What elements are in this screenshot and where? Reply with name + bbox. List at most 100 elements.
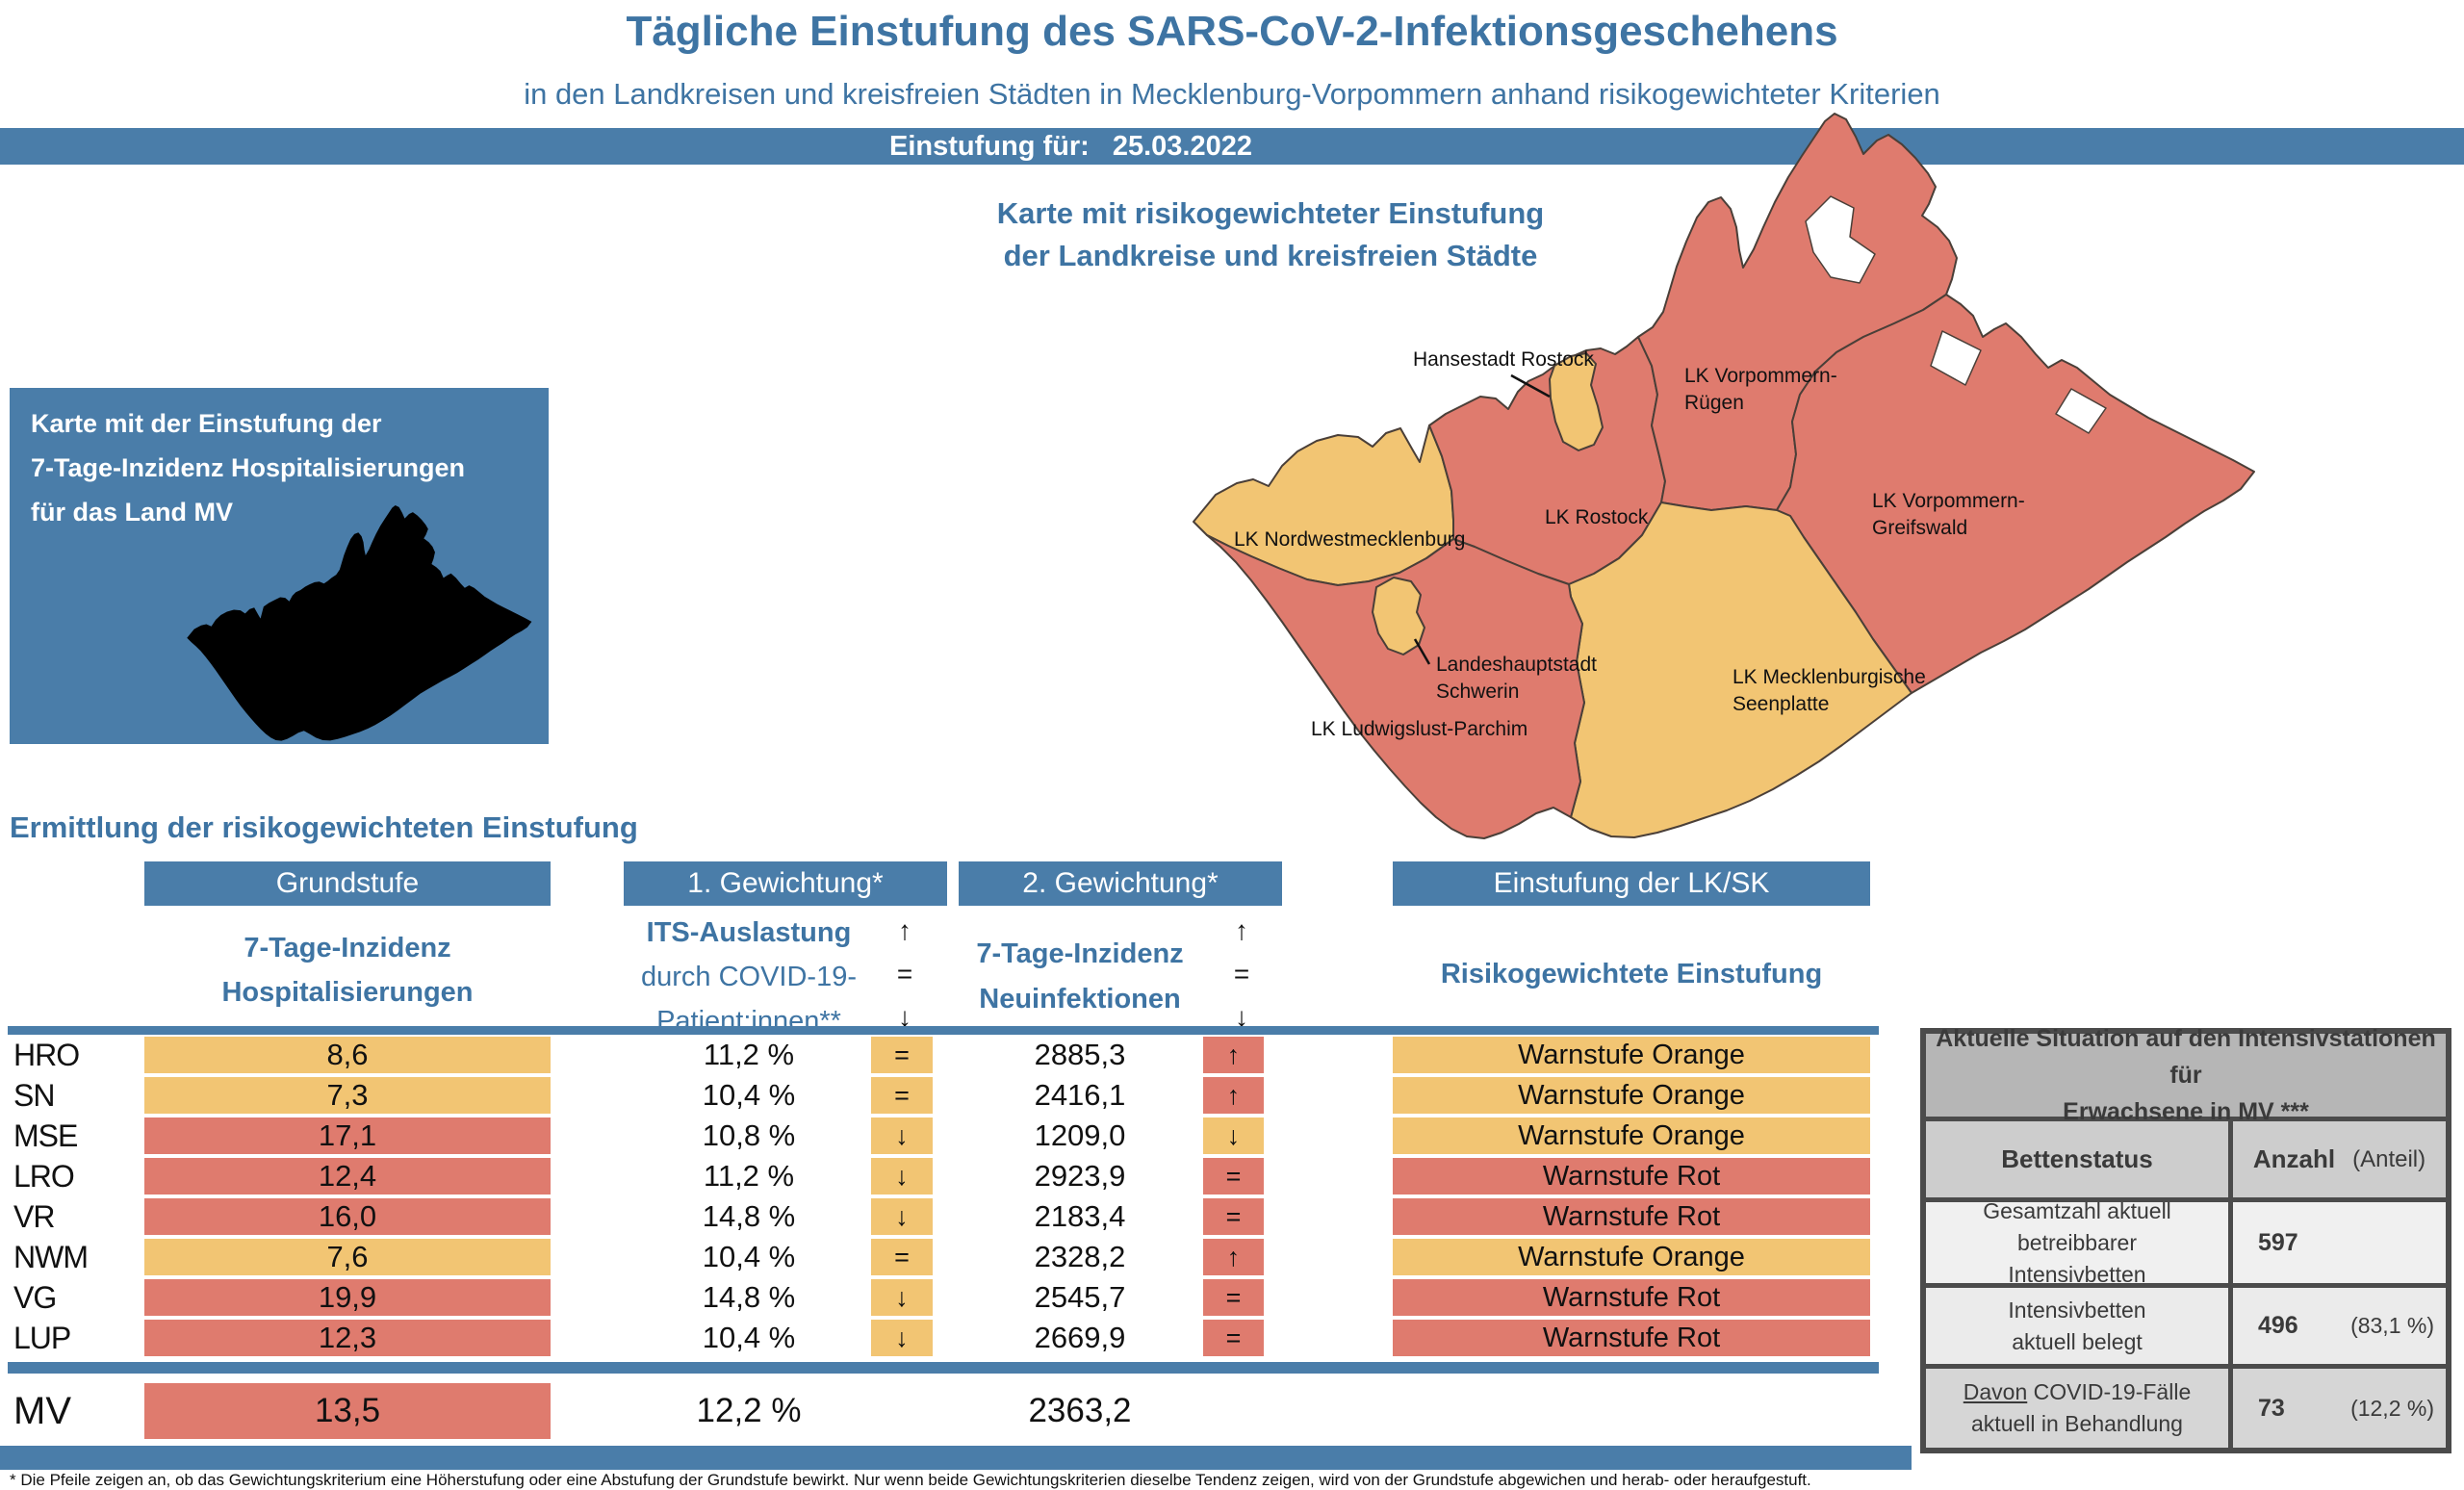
icu-row-label-line1: Intensivbetten — [2008, 1297, 2146, 1323]
subheader-grundstufe: 7-Tage-Inzidenz Hospitalisierungen — [144, 926, 551, 1015]
icu-row-values: 597 — [2233, 1202, 2446, 1283]
table-row-mse: MSE 17,1 10,8 % ↓ 1209,0 ↓ Warnstufe Ora… — [0, 1118, 1920, 1154]
risk-rating-value: Warnstufe Orange — [1518, 1120, 1745, 1151]
region-nordwestmecklenburg — [1193, 424, 1454, 586]
hosp-incidence-value: 8,6 — [326, 1038, 369, 1071]
icu-trend-box: ↓ — [871, 1279, 933, 1316]
icu-col-anzahl-label: Anzahl — [2252, 1144, 2336, 1173]
risk-rating-cell: Warnstufe Rot — [1393, 1320, 1870, 1356]
row-region-code: VR — [13, 1199, 55, 1234]
rostock-pointer-line — [1510, 373, 1551, 398]
label-mecklenburgische-seenplatte-2: Seenplatte — [1732, 693, 1829, 715]
hosp-incidence-cell: 13,5 — [144, 1383, 551, 1439]
table-header-rule — [8, 1026, 1879, 1035]
risk-rating-value: Warnstufe Orange — [1518, 1080, 1745, 1111]
mv-separator-rule — [8, 1362, 1879, 1374]
row-region-code: MV — [13, 1390, 71, 1432]
water-cutout-bodden — [1805, 195, 1876, 284]
schwerin-pointer-line — [1413, 638, 1431, 665]
trend-icon: ↓ — [895, 1121, 909, 1150]
hosp-incidence-cell: 7,3 — [144, 1077, 551, 1114]
subheader-gewichtung2: 7-Tage-Inzidenz Neuinfektionen — [959, 932, 1201, 1022]
date-text: Einstufung für: 25.03.2022 — [0, 128, 2142, 165]
trend-icon: ↓ — [1226, 1121, 1241, 1150]
icu-share: (83,1 %) — [2350, 1313, 2434, 1338]
district-map: LK Nordwestmecklenburg Hansestadt Rostoc… — [1193, 113, 2255, 839]
label-vorpommern-ruegen-1: LK Vorpommern- — [1684, 365, 1837, 387]
subheader-gewichtung1: ITS-Auslastung durch COVID-19- Patient:i… — [624, 911, 874, 1043]
col-header-einstufung: Einstufung der LK/SK — [1393, 861, 1870, 906]
icu-panel-title-line1: Aktuelle Situation auf den Intensivstati… — [1936, 1025, 2436, 1089]
region-vorpommern-greifswald — [1776, 294, 2255, 694]
icu-utilization-value: 10,4 % — [702, 1078, 796, 1112]
risk-rating-cell: Warnstufe Rot — [1393, 1279, 1870, 1316]
col-header-grundstufe: Grundstufe — [144, 861, 551, 906]
table-row-mv: MV 13,5 12,2 % 2363,2 — [0, 1383, 1920, 1439]
trend-icon: = — [1225, 1202, 1242, 1231]
subheader-einstufung: Risikogewichtete Einstufung — [1440, 959, 1823, 989]
case-trend-box: ↑ — [1203, 1077, 1264, 1114]
arrow-up-icon: ↑ — [1235, 915, 1248, 945]
water-cutout-usedom-channel — [2055, 388, 2107, 434]
icu-trend-box: ↓ — [871, 1118, 933, 1154]
case-incidence-value: 1209,0 — [1034, 1118, 1126, 1152]
hosp-incidence-value: 17,1 — [318, 1118, 377, 1152]
icu-count: 496 — [2258, 1312, 2298, 1339]
label-vorpommern-ruegen-2: Rügen — [1684, 392, 1744, 414]
trend-icon: ↓ — [895, 1283, 909, 1312]
page-title: Tägliche Einstufung des SARS-CoV-2-Infek… — [626, 8, 1838, 55]
arrow-equal-icon: = — [896, 959, 913, 989]
risk-rating-cell: Warnstufe Rot — [1393, 1158, 1870, 1195]
case-trend-box: = — [1203, 1198, 1264, 1235]
icu-share: (12,2 %) — [2350, 1395, 2434, 1421]
trend-icon: = — [894, 1081, 910, 1110]
date-label: Einstufung für: — [889, 131, 1090, 162]
subheader-gew2-line2: Neuinfektionen — [979, 984, 1181, 1015]
case-trend-box: ↑ — [1203, 1037, 1264, 1073]
risk-rating-cell: Warnstufe Orange — [1393, 1118, 1870, 1154]
trend-icon: = — [1225, 1323, 1242, 1352]
row-region-code: HRO — [13, 1038, 80, 1072]
trend-icon: ↑ — [1226, 1243, 1241, 1272]
icu-row-label-line1: Gesamtzahl aktuell betreibbarer — [1983, 1197, 2171, 1255]
icu-trend-box: ↓ — [871, 1198, 933, 1235]
inset-caption: Karte mit der Einstufung der 7-Tage-Inzi… — [31, 401, 465, 534]
subheader-gew1-line2: durch COVID-19- — [640, 962, 857, 992]
icu-davon-word: Davon — [1963, 1379, 2028, 1404]
case-trend-box: ↑ — [1203, 1239, 1264, 1275]
risk-rating-value: Warnstufe Rot — [1542, 1161, 1721, 1192]
date-bar — [0, 128, 2464, 165]
map-title: Karte mit risikogewichteter Einstufung d… — [789, 193, 1752, 277]
section-heading: Ermittlung der risikogewichteten Einstuf… — [10, 810, 638, 844]
icu-row-label: Davon COVID-19-Fälle aktuell in Behandlu… — [1926, 1369, 2228, 1448]
table-row-vr: VR 16,0 14,8 % ↓ 2183,4 = Warnstufe Rot — [0, 1198, 1920, 1235]
icu-trend-box: = — [871, 1037, 933, 1073]
inset-caption-line2: 7-Tage-Inzidenz Hospitalisierungen — [31, 453, 466, 482]
icu-utilization-value: 14,8 % — [702, 1280, 796, 1314]
map-title-line1: Karte mit risikogewichteter Einstufung — [996, 196, 1545, 230]
icu-row-label-line2: aktuell belegt — [2012, 1328, 2143, 1354]
case-trend-box: ↓ — [1203, 1118, 1264, 1154]
risk-rating-value: Warnstufe Orange — [1518, 1242, 1745, 1272]
icu-col-header-bettenstatus: Bettenstatus — [1926, 1121, 2228, 1197]
hosp-incidence-value: 7,6 — [326, 1240, 369, 1273]
table-row-vg: VG 19,9 14,8 % ↓ 2545,7 = Warnstufe Rot — [0, 1279, 1920, 1316]
icu-trend-box: ↓ — [871, 1320, 933, 1356]
case-incidence-value: 2669,9 — [1034, 1321, 1126, 1354]
trend-icon: = — [894, 1040, 910, 1069]
page-subtitle: in den Landkreisen und kreisfreien Städt… — [524, 77, 1940, 111]
risk-rating-cell: Warnstufe Rot — [1393, 1198, 1870, 1235]
arrow-down-icon: ↓ — [1235, 1002, 1248, 1032]
table-row-hro: HRO 8,6 11,2 % = 2885,3 ↑ Warnstufe Oran… — [0, 1037, 1920, 1073]
subheader-grund-line2: Hospitalisierungen — [221, 977, 474, 1008]
hosp-incidence-value: 12,4 — [318, 1159, 377, 1193]
risk-rating-value: Warnstufe Rot — [1542, 1323, 1721, 1353]
mv-silhouette — [187, 504, 532, 741]
region-ludwigslust-parchim — [1206, 534, 1585, 839]
row-region-code: MSE — [13, 1118, 78, 1153]
region-schwerin — [1372, 577, 1425, 655]
table-row-nwm: NWM 7,6 10,4 % = 2328,2 ↑ Warnstufe Oran… — [0, 1239, 1920, 1275]
col-header-gewichtung2: 2. Gewichtung* — [959, 861, 1282, 906]
icu-row-label: Intensivbetten aktuell belegt — [1926, 1288, 2228, 1364]
icu-trend-box: = — [871, 1239, 933, 1275]
